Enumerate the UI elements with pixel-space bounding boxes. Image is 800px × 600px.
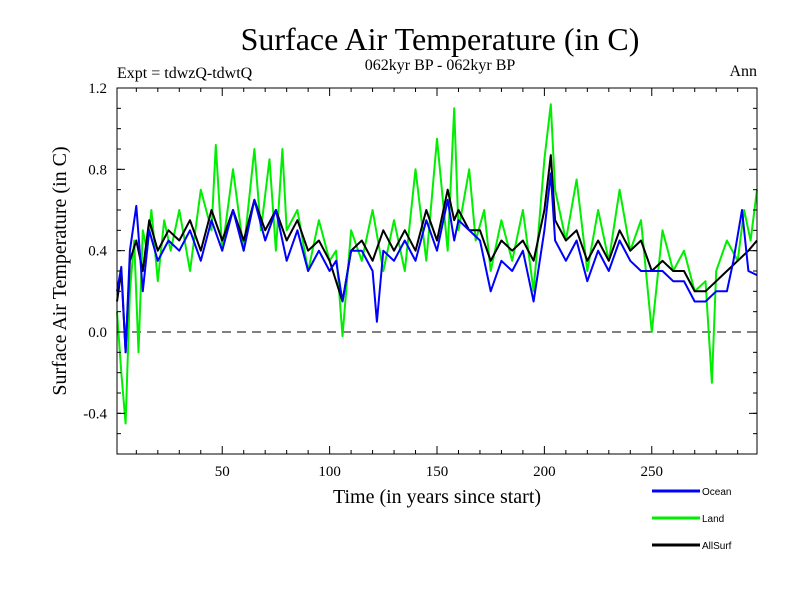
legend-label-allsurf: AllSurf [702,541,732,552]
x-tick-label: 200 [533,464,556,480]
legend-label-ocean: Ocean [702,487,731,498]
x-axis: 50 100 150 200 250 [135,88,739,480]
legend-label-land: Land [702,514,724,525]
series-line-land [116,103,758,425]
chart-title: Surface Air Temperature (in C) [241,21,640,57]
x-tick-label: 250 [641,464,664,480]
y-axis-label: Surface Air Temperature (in C) [49,146,71,395]
chart-subtitle: 062kyr BP - 062kyr BP [365,57,516,74]
x-tick-label: 50 [215,464,230,480]
series-line-allsurf [116,154,758,354]
y-tick-label: 1.2 [88,81,107,97]
y-tick-label: 0.0 [88,325,107,341]
x-axis-label: Time (in years since start) [333,486,541,508]
y-tick-label: 0.4 [88,244,107,260]
y-tick-label: -0.4 [83,406,107,422]
y-axis: -0.4 0.0 0.4 0.8 1.2 [83,81,757,455]
plot-area [116,103,758,425]
legend: Ocean Land AllSurf [652,487,732,552]
experiment-label: Expt = tdwzQ-tdwtQ [117,65,253,82]
x-tick-label: 150 [426,464,449,480]
period-label: Ann [729,63,757,80]
y-tick-label: 0.8 [88,162,107,178]
series-line-ocean [116,172,758,354]
x-tick-label: 100 [318,464,341,480]
